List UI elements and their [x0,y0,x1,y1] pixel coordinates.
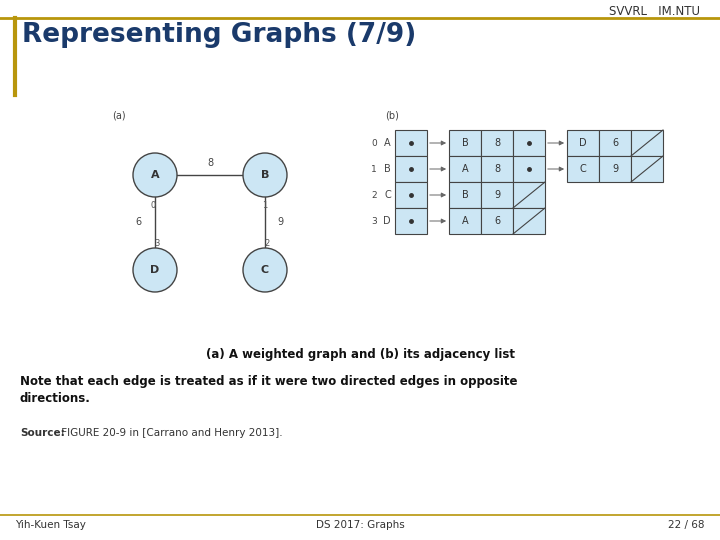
Text: 6: 6 [135,217,141,227]
Text: 2: 2 [372,191,377,199]
Bar [395,208,427,234]
Text: 8: 8 [494,138,500,148]
Text: 8: 8 [207,158,213,168]
Text: B: B [384,164,391,174]
Circle shape [243,248,287,292]
Text: 0: 0 [150,200,156,210]
Text: SVVRL   IM.NTU: SVVRL IM.NTU [609,5,700,18]
Bar [631,130,663,156]
Text: 3: 3 [154,239,160,247]
Text: 3: 3 [372,217,377,226]
Text: Source:: Source: [20,428,65,438]
Text: 9: 9 [277,217,283,227]
Bar [513,182,545,208]
Text: 9: 9 [612,164,618,174]
Text: (a) A weighted graph and (b) its adjacency list: (a) A weighted graph and (b) its adjacen… [205,348,515,361]
Text: B: B [261,170,269,180]
Bar [395,156,427,182]
Bar [449,208,481,234]
Text: (a): (a) [112,110,125,120]
Bar [567,130,599,156]
Bar [481,130,513,156]
Text: D: D [579,138,587,148]
Text: C: C [580,164,586,174]
Text: (b): (b) [385,110,399,120]
Text: directions.: directions. [20,392,91,405]
Bar [481,182,513,208]
Bar [481,156,513,182]
Text: A: A [462,216,468,226]
Bar [513,130,545,156]
Text: C: C [384,190,391,200]
Bar [631,156,663,182]
Text: 8: 8 [494,164,500,174]
Text: A: A [150,170,159,180]
Text: 1: 1 [372,165,377,173]
Bar [449,130,481,156]
Bar [449,182,481,208]
Text: B: B [462,190,469,200]
Circle shape [133,153,177,197]
Text: DS 2017: Graphs: DS 2017: Graphs [315,520,405,530]
Circle shape [133,248,177,292]
Text: D: D [150,265,160,275]
Text: A: A [384,138,391,148]
Text: Representing Graphs (7/9): Representing Graphs (7/9) [22,22,416,48]
Bar [395,130,427,156]
Bar [599,156,631,182]
Bar [395,182,427,208]
Bar [513,156,545,182]
Text: 6: 6 [494,216,500,226]
Text: 0: 0 [372,138,377,147]
Text: 2: 2 [264,239,269,247]
Bar [567,156,599,182]
Text: 22 / 68: 22 / 68 [668,520,705,530]
Circle shape [243,153,287,197]
Text: Yih-Kuen Tsay: Yih-Kuen Tsay [15,520,86,530]
Text: A: A [462,164,468,174]
Text: Note that each edge is treated as if it were two directed edges in opposite: Note that each edge is treated as if it … [20,375,518,388]
Text: 9: 9 [494,190,500,200]
Bar [481,208,513,234]
Text: C: C [261,265,269,275]
Text: 1: 1 [262,200,268,210]
Text: B: B [462,138,469,148]
Bar [599,130,631,156]
Text: D: D [383,216,391,226]
Bar [513,208,545,234]
Text: 6: 6 [612,138,618,148]
Bar [449,156,481,182]
Text: FIGURE 20-9 in [Carrano and Henry 2013].: FIGURE 20-9 in [Carrano and Henry 2013]. [58,428,283,438]
